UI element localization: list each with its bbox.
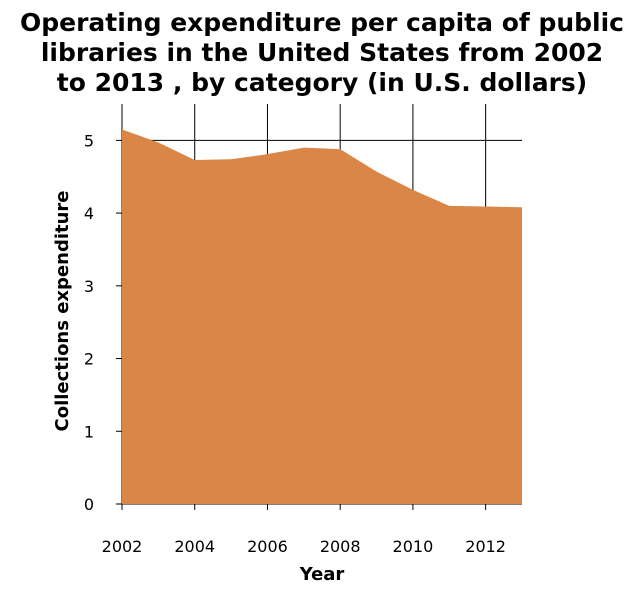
x-tick-label: 2010 — [393, 537, 434, 556]
y-axis-label: Collections expenditure — [52, 190, 73, 431]
chart-title-line-2: libraries in the United States from 2002 — [41, 38, 603, 67]
plot-area — [122, 129, 522, 504]
y-tick-label: 3 — [84, 277, 94, 296]
x-tick-label: 2006 — [247, 537, 288, 556]
x-axis-label: Year — [299, 564, 345, 585]
chart-title-line-3: to 2013 , by category (in U.S. dollars) — [57, 68, 587, 97]
x-tick-label: 2002 — [102, 537, 143, 556]
x-tick-label: 2008 — [320, 537, 361, 556]
y-tick-label: 4 — [84, 204, 94, 223]
x-tick-label: 2012 — [465, 537, 506, 556]
y-tick-label: 2 — [84, 350, 94, 369]
x-axis: 2002 2004 2006 2008 2010 2012 — [102, 504, 506, 556]
y-tick-label: 0 — [84, 495, 94, 514]
chart-title-line-1: Operating expenditure per capita of publ… — [20, 8, 624, 37]
y-axis: 0 1 2 3 4 5 — [84, 131, 122, 514]
y-tick-label: 1 — [84, 422, 94, 441]
area-series — [122, 129, 522, 504]
y-tick-label: 5 — [84, 131, 94, 150]
x-tick-label: 2004 — [174, 537, 215, 556]
